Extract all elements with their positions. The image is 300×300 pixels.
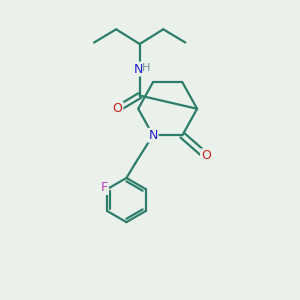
Text: O: O — [201, 149, 211, 162]
Text: N: N — [148, 129, 158, 142]
Text: O: O — [113, 102, 122, 115]
Text: H: H — [142, 63, 150, 73]
Text: F: F — [101, 181, 108, 194]
Text: N: N — [134, 62, 143, 76]
